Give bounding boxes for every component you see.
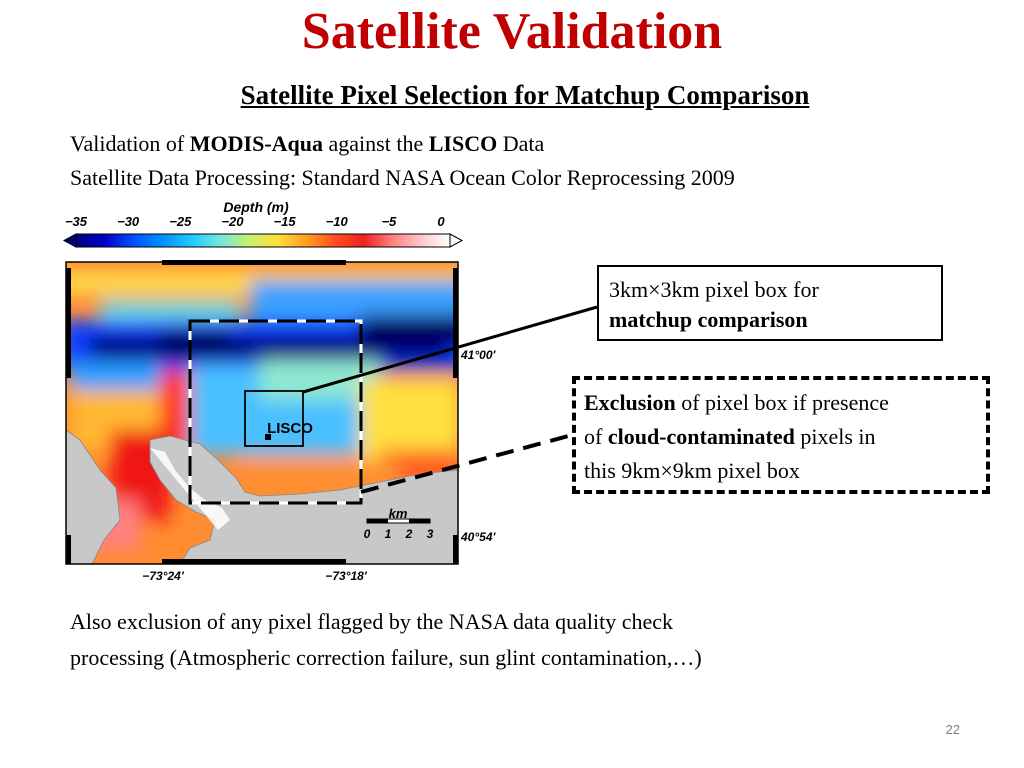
colorbar-tick-label: −30 (117, 214, 140, 229)
large-box-text-2a: of (584, 424, 608, 449)
intro-text: Validation of MODIS-Aqua against the LIS… (70, 127, 735, 195)
intro-prefix: Validation of (70, 131, 190, 156)
lisco-site-marker (265, 434, 271, 440)
intro-lisco: LISCO (428, 131, 498, 156)
slide-title: Satellite Validation (301, 3, 723, 60)
leader-line-small-box (302, 305, 598, 394)
scale-tick-label: 0 (364, 527, 371, 541)
colorbar-tick-label: −10 (326, 214, 349, 229)
large-box-line-3: this 9km×9km pixel box (584, 458, 800, 483)
scale-tick-label: 1 (385, 527, 392, 541)
three-km-pixel-box (244, 390, 304, 447)
lon-label-73-18: −73°18' (325, 569, 368, 583)
small-box-callout: 3km×3km pixel box for matchup comparison (597, 265, 943, 341)
lon-label-73-24: −73°24' (142, 569, 185, 583)
colorbar (75, 233, 451, 248)
intro-line-2: Satellite Data Processing: Standard NASA… (70, 165, 735, 190)
colorbar-tick-label: −15 (274, 214, 297, 229)
colorbar-tick-label: −25 (169, 214, 192, 229)
scale-unit-label: km (389, 506, 408, 521)
lisco-site-label: LISCO (267, 420, 313, 437)
slide-subtitle: Satellite Pixel Selection for Matchup Co… (240, 80, 810, 110)
map-image (66, 262, 458, 564)
nine-km-pixel-box (188, 319, 363, 505)
intro-mid: against the (323, 131, 429, 156)
scale-tick-label: 3 (427, 527, 434, 541)
large-box-text-2b: pixels in (794, 424, 876, 449)
lat-label-41-00: 41°00' (460, 348, 496, 362)
colorbar-tick-label: −35 (65, 214, 88, 229)
large-box-text-1: of pixel box if presence (675, 390, 889, 415)
colorbar-ticks: −35 −30 −25 −20 −15 −10 −5 0 (65, 214, 445, 229)
scale-tick-label: 2 (405, 527, 413, 541)
intro-modis: MODIS-Aqua (189, 131, 324, 156)
outro-text: Also exclusion of any pixel flagged by t… (70, 604, 970, 676)
outro-line-1: Also exclusion of any pixel flagged by t… (70, 609, 674, 634)
small-box-line-1: 3km×3km pixel box for (609, 277, 819, 302)
white-dash-overlay (188, 319, 363, 505)
large-box-line-2: of cloud-contaminated pixels in (584, 420, 978, 454)
land-area (149, 435, 458, 564)
small-box-line-2: matchup comparison (609, 307, 808, 332)
cloud-contaminated-word: cloud-contaminated (607, 424, 795, 449)
large-box-callout: Exclusion of pixel box if presence of cl… (572, 376, 990, 494)
leader-line-large-box (360, 433, 573, 494)
colorbar-right-arrow (449, 233, 464, 248)
colorbar-tick-label: −5 (381, 214, 397, 229)
colorbar-title: Depth (m) (223, 199, 289, 215)
large-box-line-1: Exclusion of pixel box if presence (584, 386, 978, 420)
colorbar-tick-label: −20 (221, 214, 244, 229)
colorbar-left-arrow (62, 233, 77, 248)
lat-label-40-54: 40°54' (460, 530, 496, 544)
exclusion-word: Exclusion (584, 390, 676, 415)
outro-line-2: processing (Atmospheric correction failu… (70, 645, 702, 670)
land-area (66, 429, 121, 564)
colorbar-tick-label: 0 (437, 214, 445, 229)
intro-line-1: Validation of MODIS-Aqua against the LIS… (70, 127, 735, 161)
slide-number: 22 (945, 722, 960, 737)
intro-suffix: Data (497, 131, 545, 156)
